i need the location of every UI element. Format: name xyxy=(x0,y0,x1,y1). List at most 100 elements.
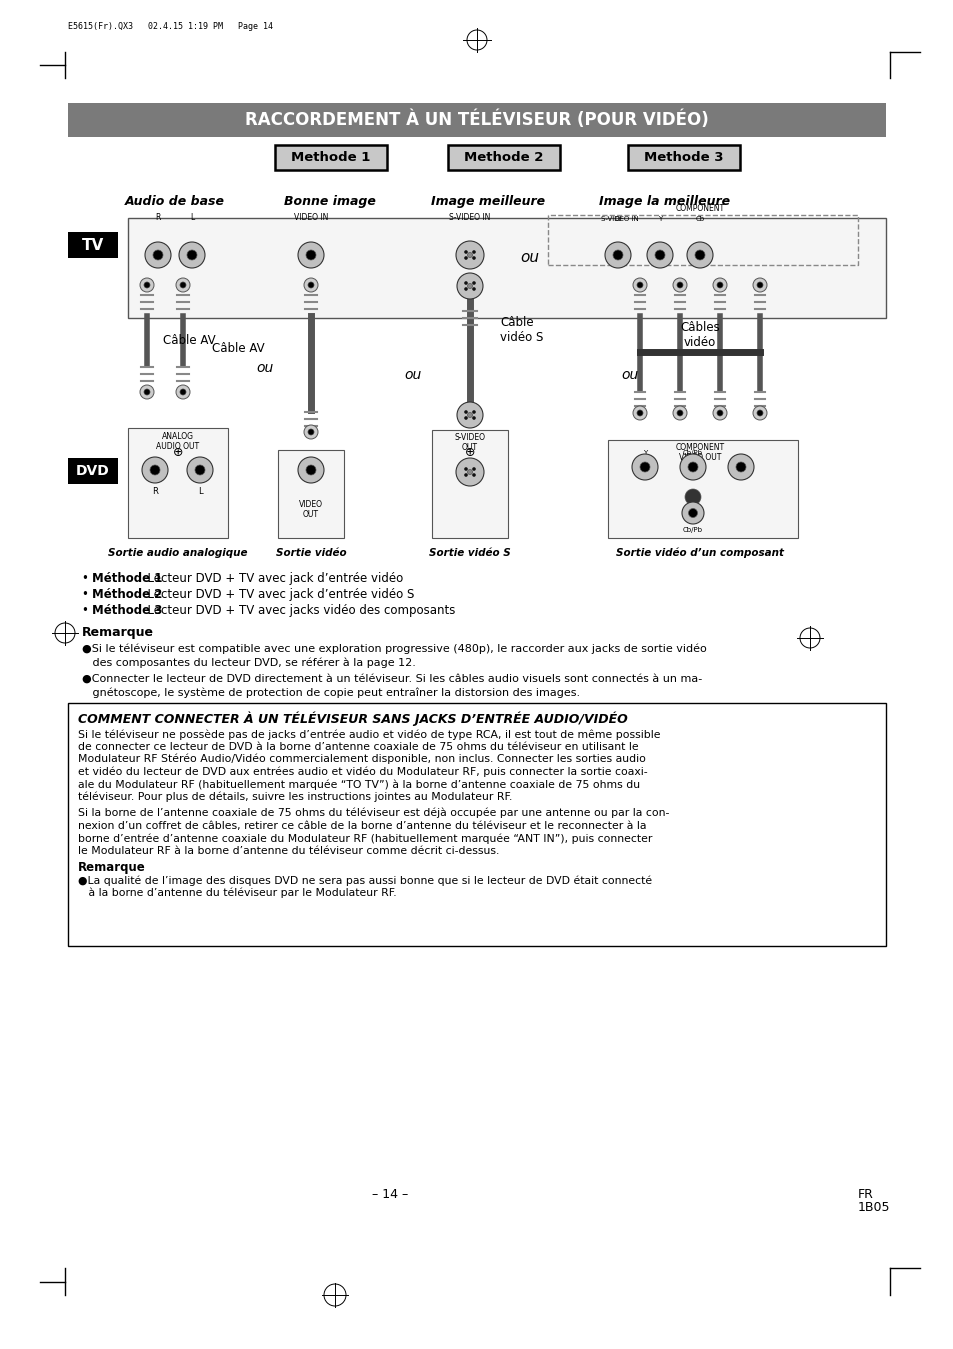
Text: Cr: Cr xyxy=(614,216,621,223)
Circle shape xyxy=(472,287,476,291)
Circle shape xyxy=(472,256,476,260)
Circle shape xyxy=(712,278,726,291)
Text: ●Connecter le lecteur de DVD directement à un téléviseur. Si les câbles audio vi: ●Connecter le lecteur de DVD directement… xyxy=(82,674,701,684)
Circle shape xyxy=(179,241,205,268)
Text: gnétoscope, le système de protection de copie peut entraîner la distorsion des i: gnétoscope, le système de protection de … xyxy=(82,687,579,697)
Text: Cb/Pb: Cb/Pb xyxy=(682,451,702,456)
Circle shape xyxy=(142,457,168,483)
Text: COMPONENT
VIDEO OUT: COMPONENT VIDEO OUT xyxy=(675,442,723,463)
Circle shape xyxy=(175,278,190,291)
Text: ou: ou xyxy=(404,368,421,382)
Text: nexion d’un coffret de câbles, retirer ce câble de la borne d’antenne du télévis: nexion d’un coffret de câbles, retirer c… xyxy=(78,820,646,831)
Text: – 14 –: – 14 – xyxy=(372,1188,408,1201)
Text: VIDEO IN: VIDEO IN xyxy=(294,213,328,223)
Text: Remarque: Remarque xyxy=(78,861,146,874)
Text: ale du Modulateur RF (habituellement marquée “TO TV”) à la borne d’antenne coaxi: ale du Modulateur RF (habituellement mar… xyxy=(78,778,639,789)
Text: Sortie vidéo S: Sortie vidéo S xyxy=(429,548,511,558)
Text: Methode 3: Methode 3 xyxy=(643,151,723,165)
Circle shape xyxy=(194,465,205,475)
Circle shape xyxy=(304,425,317,438)
Text: L: L xyxy=(190,213,193,223)
Text: ou: ou xyxy=(256,362,274,375)
Circle shape xyxy=(686,241,712,268)
Circle shape xyxy=(308,429,314,434)
Circle shape xyxy=(456,402,482,428)
Circle shape xyxy=(467,283,472,289)
Circle shape xyxy=(712,406,726,420)
Circle shape xyxy=(639,461,649,472)
Circle shape xyxy=(688,509,697,518)
Text: ou: ou xyxy=(520,251,539,266)
Circle shape xyxy=(297,457,324,483)
Text: ANALOG
AUDIO OUT: ANALOG AUDIO OUT xyxy=(156,432,199,452)
Circle shape xyxy=(672,278,686,291)
Circle shape xyxy=(306,465,315,475)
Circle shape xyxy=(727,455,753,480)
Circle shape xyxy=(757,282,762,287)
Circle shape xyxy=(464,287,467,291)
Text: S-VIDEO IN: S-VIDEO IN xyxy=(449,213,490,223)
Circle shape xyxy=(297,241,324,268)
FancyBboxPatch shape xyxy=(448,144,559,170)
Circle shape xyxy=(187,457,213,483)
Text: COMPONENT: COMPONENT xyxy=(675,204,723,213)
Circle shape xyxy=(472,473,476,476)
Circle shape xyxy=(145,241,171,268)
Text: •: • xyxy=(82,572,92,585)
Text: COMMENT CONNECTER À UN TÉLÉVISEUR SANS JACKS D’ENTRÉE AUDIO/VIDÉO: COMMENT CONNECTER À UN TÉLÉVISEUR SANS J… xyxy=(78,711,627,726)
FancyBboxPatch shape xyxy=(277,451,344,538)
Text: Méthode 2: Méthode 2 xyxy=(91,588,162,602)
Text: Lecteur DVD + TV avec jack d’entrée vidéo S: Lecteur DVD + TV avec jack d’entrée vidé… xyxy=(139,588,414,602)
Text: Image meilleure: Image meilleure xyxy=(431,196,544,208)
Text: Sortie audio analogique: Sortie audio analogique xyxy=(108,548,248,558)
Text: à la borne d’antenne du téléviseur par le Modulateur RF.: à la borne d’antenne du téléviseur par l… xyxy=(78,888,396,897)
Circle shape xyxy=(456,241,483,268)
Text: Méthode 1: Méthode 1 xyxy=(91,572,162,585)
Circle shape xyxy=(144,282,150,287)
Text: 1B05: 1B05 xyxy=(857,1201,889,1214)
Text: et vidéo du lecteur de DVD aux entrées audio et vidéo du Modulateur RF, puis con: et vidéo du lecteur de DVD aux entrées a… xyxy=(78,766,647,777)
Circle shape xyxy=(464,473,467,476)
Text: Méthode 3: Méthode 3 xyxy=(91,604,162,616)
Circle shape xyxy=(456,272,482,299)
Circle shape xyxy=(467,469,472,475)
Text: FR: FR xyxy=(857,1188,873,1201)
Circle shape xyxy=(637,410,642,415)
Circle shape xyxy=(633,406,646,420)
Text: Lecteur DVD + TV avec jacks vidéo des composants: Lecteur DVD + TV avec jacks vidéo des co… xyxy=(139,604,455,616)
Text: Bonne image: Bonne image xyxy=(284,196,375,208)
Text: Si la borne de l’antenne coaxiale de 75 ohms du téléviseur est déjà occupée par : Si la borne de l’antenne coaxiale de 75 … xyxy=(78,808,669,819)
Circle shape xyxy=(152,250,163,260)
Text: ou: ou xyxy=(620,368,638,382)
Text: de connecter ce lecteur de DVD à la borne d’antenne coaxiale de 75 ohms du télév: de connecter ce lecteur de DVD à la born… xyxy=(78,742,638,751)
Circle shape xyxy=(464,256,467,260)
Text: S-VIDEO IN: S-VIDEO IN xyxy=(600,216,639,223)
Text: Modulateur RF Stéréo Audio/Vidéo commercialement disponible, non inclus. Connect: Modulateur RF Stéréo Audio/Vidéo commerc… xyxy=(78,754,645,765)
Text: Methode 2: Methode 2 xyxy=(464,151,543,165)
Circle shape xyxy=(456,459,483,486)
FancyBboxPatch shape xyxy=(627,144,740,170)
FancyBboxPatch shape xyxy=(68,103,885,138)
Text: téléviseur. Pour plus de détails, suivre les instructions jointes au Modulateur : téléviseur. Pour plus de détails, suivre… xyxy=(78,792,512,803)
Circle shape xyxy=(464,467,467,471)
Circle shape xyxy=(677,282,682,287)
Circle shape xyxy=(140,278,153,291)
Circle shape xyxy=(752,278,766,291)
Text: R: R xyxy=(155,213,160,223)
Text: TV: TV xyxy=(82,237,104,252)
FancyBboxPatch shape xyxy=(68,232,118,258)
Text: Cb/Pb: Cb/Pb xyxy=(682,527,702,533)
Circle shape xyxy=(464,281,467,285)
Circle shape xyxy=(637,282,642,287)
Circle shape xyxy=(144,389,150,395)
FancyBboxPatch shape xyxy=(607,440,797,538)
Text: ⊕: ⊕ xyxy=(688,492,697,502)
Text: ⊕: ⊕ xyxy=(172,445,183,459)
FancyBboxPatch shape xyxy=(68,459,118,484)
Circle shape xyxy=(717,282,722,287)
Text: S-VIDEO
OUT: S-VIDEO OUT xyxy=(454,433,485,452)
Circle shape xyxy=(472,281,476,285)
Circle shape xyxy=(757,410,762,415)
Text: des composantes du lecteur DVD, se référer à la page 12.: des composantes du lecteur DVD, se référ… xyxy=(82,657,416,668)
Text: DVD: DVD xyxy=(76,464,110,478)
